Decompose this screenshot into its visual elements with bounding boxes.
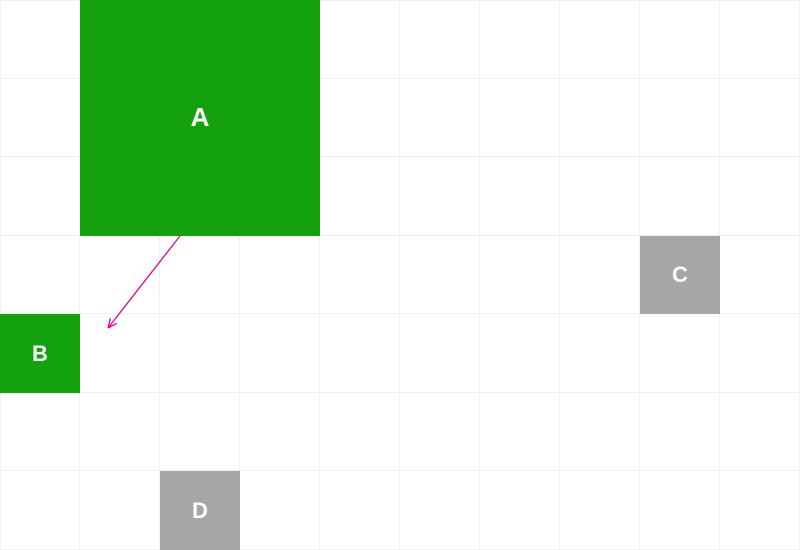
block-c: C [640, 236, 720, 315]
block-a-label: A [191, 102, 210, 133]
block-d-label: D [192, 498, 208, 524]
block-d: D [160, 471, 240, 550]
block-c-label: C [672, 262, 688, 288]
block-b: B [0, 314, 80, 393]
block-a: A [80, 0, 320, 236]
block-b-label: B [32, 341, 48, 367]
